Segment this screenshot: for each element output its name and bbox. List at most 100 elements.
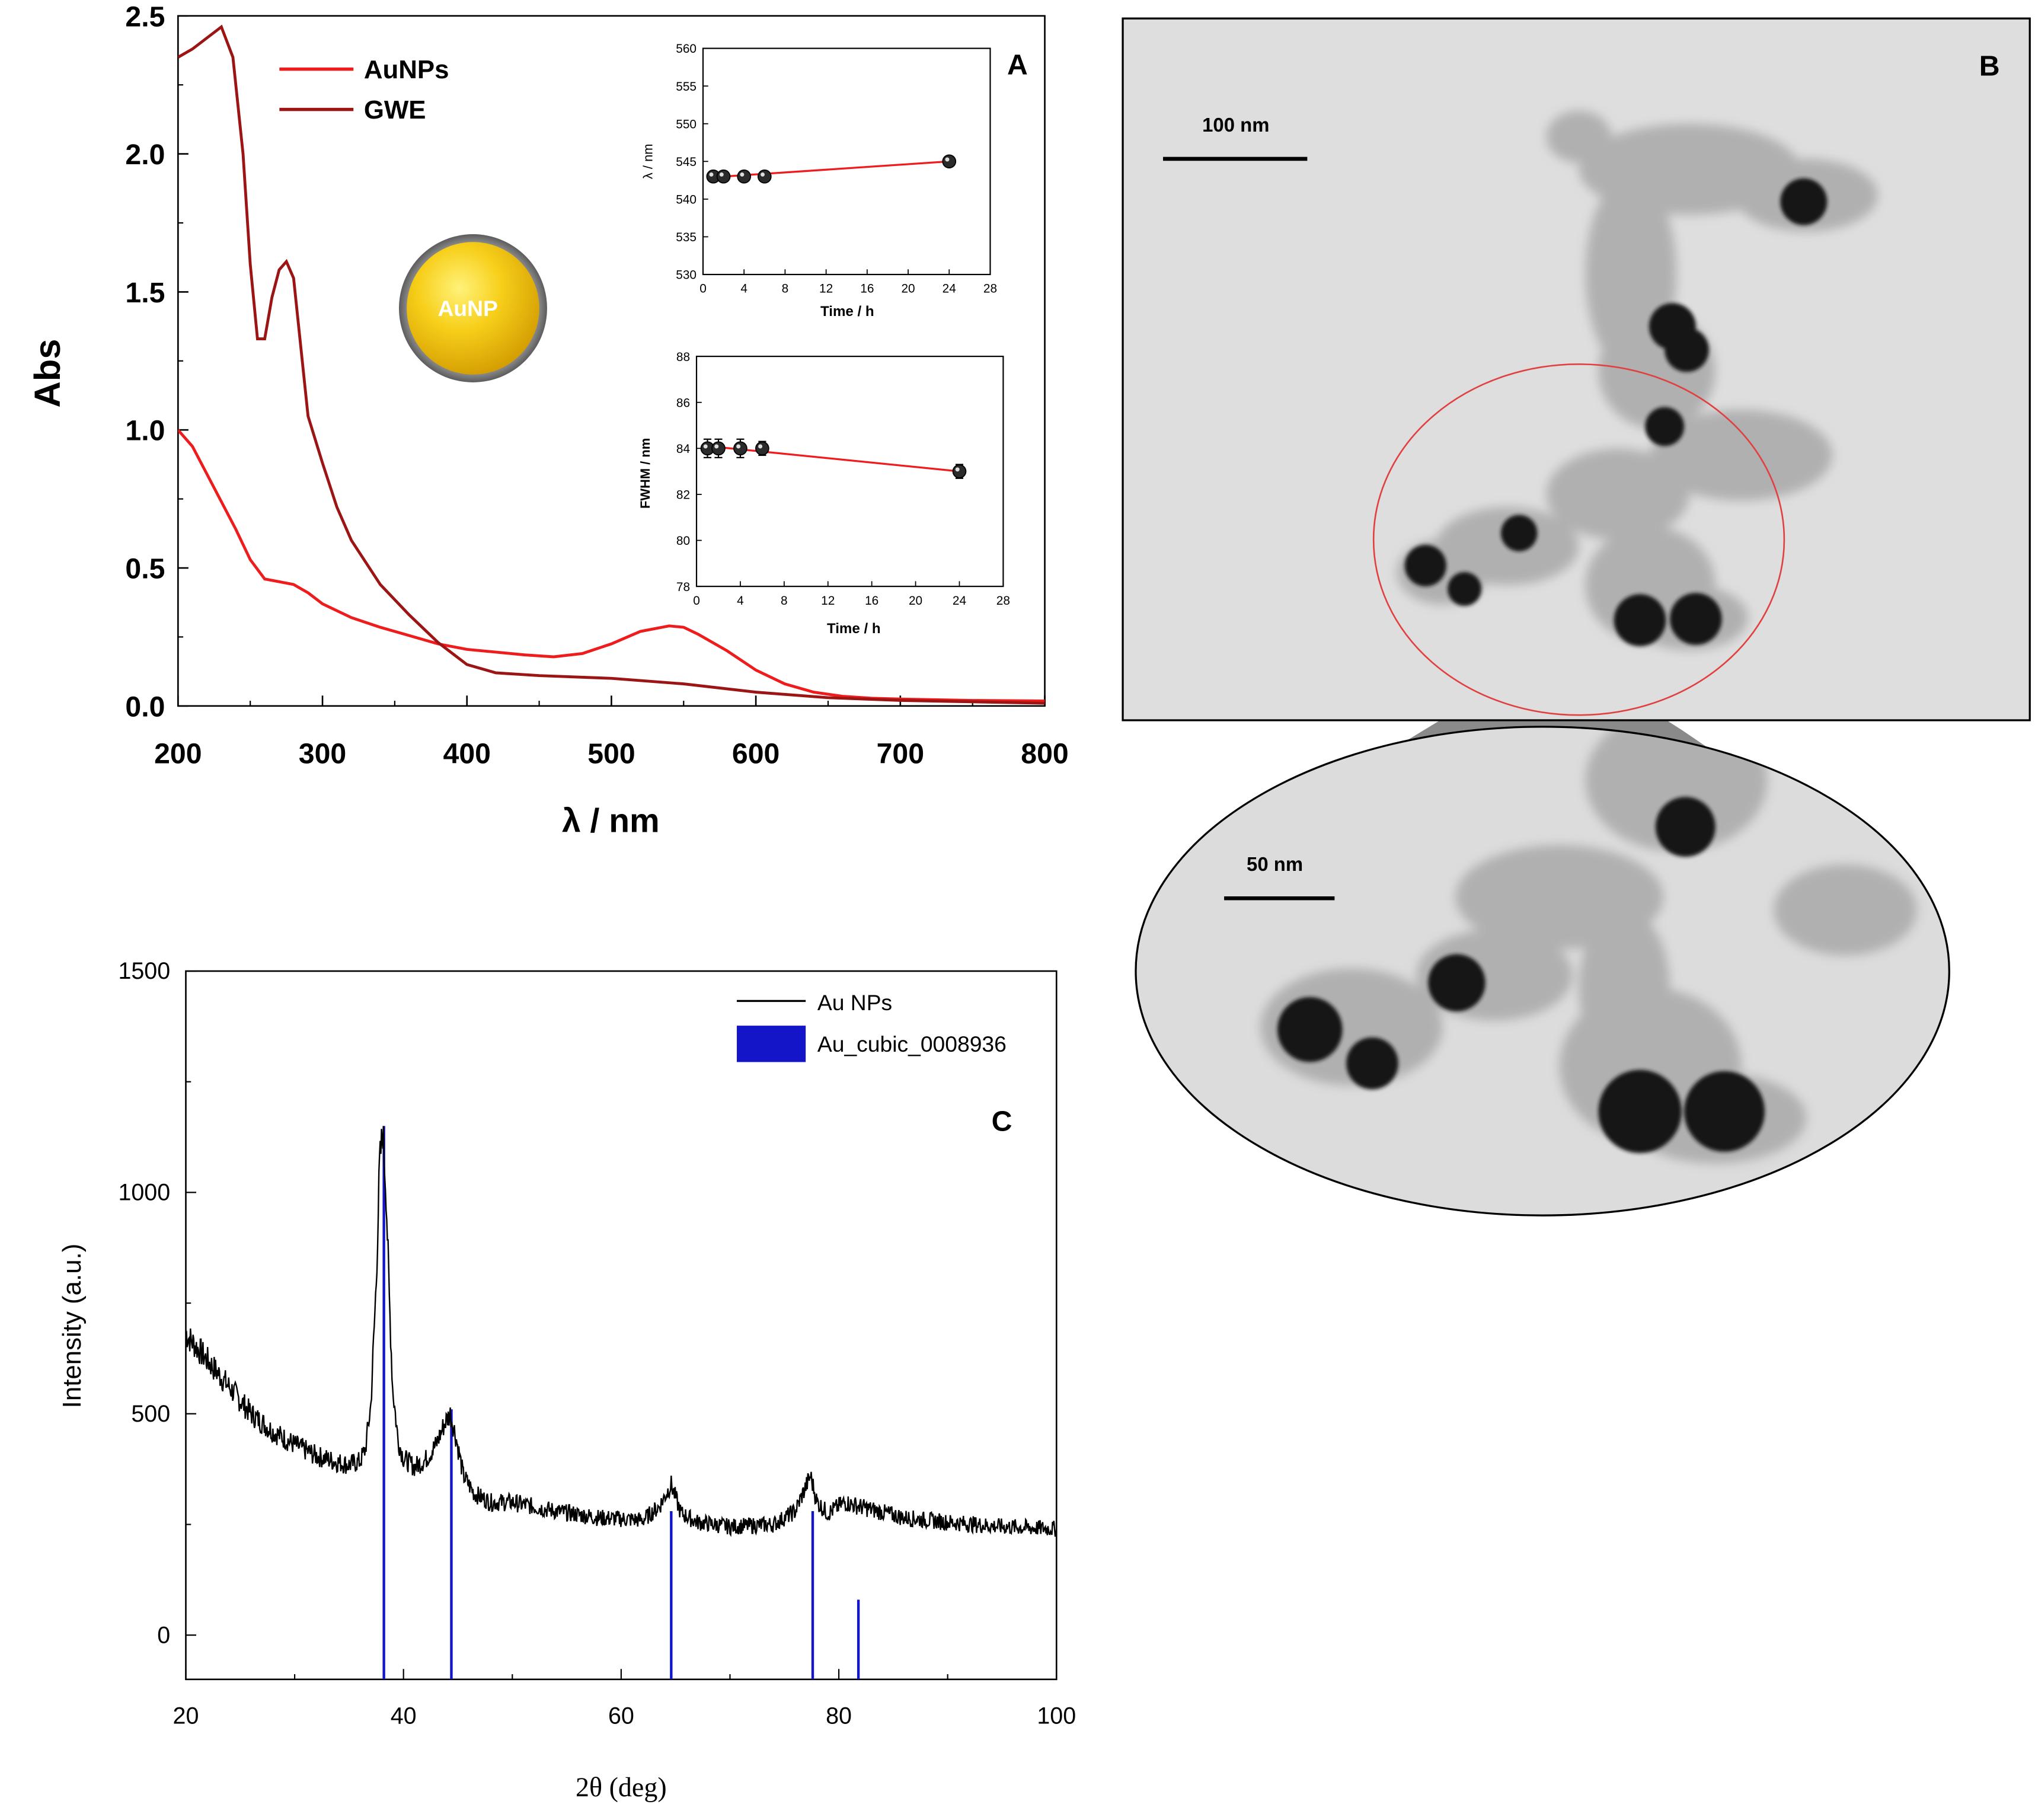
inset-fwhm-x-tick-label: 8 bbox=[781, 594, 788, 608]
series-aunps-line bbox=[178, 429, 1045, 703]
inset-fwhm-data-point bbox=[711, 441, 726, 456]
inset-fwhm-y-tick-label: 80 bbox=[676, 534, 690, 548]
inset-lambda-data-point-highlight bbox=[719, 172, 724, 177]
inset-lambda-y-tick-label: 560 bbox=[676, 42, 697, 56]
inset-lambda-x-tick-label: 16 bbox=[860, 282, 874, 296]
inset-lambda-data-point bbox=[757, 169, 772, 184]
inset-lambda-x-tick-label: 4 bbox=[740, 282, 747, 296]
panel-c-label: C bbox=[992, 1106, 1012, 1138]
panel-a-x-tick-label: 500 bbox=[587, 737, 635, 769]
inset-fwhm-y-tick-label: 88 bbox=[676, 350, 690, 364]
panel-a-x-tick-label: 300 bbox=[299, 737, 346, 769]
inset-fwhm-x-label: Time / h bbox=[827, 621, 881, 637]
inset-lambda-data-point bbox=[737, 169, 752, 184]
legend-au-cubic-label: Au_cubic_0008936 bbox=[817, 1032, 1007, 1056]
panel-c-plot-frame bbox=[185, 970, 1058, 1681]
panel-c-y-tick-label: 1500 bbox=[118, 958, 170, 984]
inset-lambda-x-tick-label: 28 bbox=[983, 282, 997, 296]
inset-lambda-y-tick-label: 535 bbox=[676, 231, 697, 244]
series-au-nps-xrd-line bbox=[186, 1126, 1057, 1537]
inset-lambda-data-point-highlight bbox=[945, 157, 950, 162]
inset-lambda-x-tick-label: 24 bbox=[943, 282, 956, 296]
panel-a-y-tick-label: 0.5 bbox=[125, 553, 165, 585]
inset-fwhm-y-tick-label: 84 bbox=[676, 442, 690, 456]
inset-fwhm-data-point bbox=[755, 441, 769, 456]
panel-c-y-axis-label: Intensity (a.u.) bbox=[57, 1244, 87, 1409]
panel-a-x-tick-label: 400 bbox=[443, 737, 491, 769]
gold-nanoparticle-icon: AuNP bbox=[399, 234, 547, 382]
panel-c-legend: Au NPs Au_cubic_0008936 bbox=[736, 990, 1007, 1062]
panel-a-uv-vis-chart: 200 300 400 500 600 700 8000.00.51.01.52.02.5 … bbox=[27, 1, 1069, 839]
inset-fwhm-data-point-highlight bbox=[955, 467, 960, 472]
series-gwe-line bbox=[178, 24, 1045, 705]
inset-lambda-chart: 0 4 8 12 16 20 24 28 530 535 540 545 550 555 560 Time … bbox=[640, 42, 997, 320]
inset-fwhm-data-point-highlight bbox=[714, 444, 719, 449]
panel-c-x-tick-label: 20 bbox=[173, 1703, 199, 1729]
panel-a-x-tick-label: 700 bbox=[877, 737, 924, 769]
legend-gwe-label: GWE bbox=[364, 95, 426, 124]
panel-a-y-axis-label: Abs bbox=[27, 339, 68, 408]
inset-fwhm-data-point bbox=[952, 464, 967, 478]
panel-a-y-tick-label: 1.0 bbox=[125, 415, 165, 447]
panel-a-x-tick-label: 800 bbox=[1021, 737, 1068, 769]
inset-fwhm-x-tick-label: 4 bbox=[737, 594, 744, 608]
inset-fwhm-data-point bbox=[733, 441, 747, 456]
panel-c-ticks bbox=[185, 970, 1058, 1679]
inset-lambda-tick-labels: 0 4 8 12 16 20 24 28 530 535 540 545 550 555 560 bbox=[676, 42, 997, 295]
legend-au-nps-label: Au NPs bbox=[817, 990, 892, 1015]
selection-circle bbox=[1372, 363, 1785, 716]
panel-a-y-tick-label: 2.0 bbox=[125, 139, 165, 171]
inset-fwhm-tick-labels: 0 4 8 12 16 20 24 28 78 80 82 84 86 88 bbox=[676, 350, 1010, 608]
inset-lambda-y-tick-label: 545 bbox=[676, 155, 697, 169]
panel-a-x-tick-label: 200 bbox=[154, 737, 202, 769]
panel-b-tem-image: 100 nm B bbox=[1122, 17, 2031, 1216]
inset-fwhm-x-tick-label: 28 bbox=[996, 594, 1010, 608]
inset-lambda-ticks bbox=[702, 47, 991, 275]
panel-a-label: A bbox=[1007, 49, 1028, 81]
inset-fwhm-data-point-highlight bbox=[703, 444, 708, 449]
panel-a-x-tick-label: 600 bbox=[732, 737, 780, 769]
inset-lambda-x-tick-label: 20 bbox=[901, 282, 915, 296]
panel-c-x-axis-label: 2θ (deg) bbox=[576, 1772, 667, 1802]
inset-fwhm-x-tick-label: 12 bbox=[821, 594, 835, 608]
inset-fwhm-y-tick-label: 82 bbox=[676, 488, 690, 502]
inset-fwhm-x-tick-label: 20 bbox=[909, 594, 922, 608]
inset-fwhm-fit-line bbox=[707, 445, 960, 472]
tem-main-content bbox=[1372, 110, 1878, 716]
inset-lambda-data-point-highlight bbox=[761, 172, 765, 177]
legend-aunps-label: AuNPs bbox=[364, 55, 449, 84]
inset-lambda-y-tick-label: 555 bbox=[676, 80, 697, 94]
panel-a-x-axis-label: λ / nm bbox=[562, 802, 660, 839]
inset-lambda-y-label: λ / nm bbox=[640, 143, 655, 179]
panel-c-y-tick-label: 1000 bbox=[118, 1180, 170, 1206]
inset-lambda-data-point-highlight bbox=[709, 172, 714, 177]
panel-b-label: B bbox=[1979, 50, 2000, 82]
inset-lambda-x-tick-label: 12 bbox=[819, 282, 833, 296]
panel-a-legend: AuNPs GWE bbox=[279, 55, 449, 124]
series-reference-sticks bbox=[382, 1126, 860, 1679]
inset-lambda-fit-line bbox=[713, 160, 950, 178]
inset-fwhm-points bbox=[700, 438, 967, 479]
inset-lambda-data-point bbox=[942, 154, 957, 169]
inset-fwhm-x-tick-label: 16 bbox=[865, 594, 878, 608]
panel-c-x-tick-label: 100 bbox=[1037, 1703, 1076, 1729]
inset-lambda-data-point-highlight bbox=[740, 172, 745, 177]
inset-lambda-points bbox=[706, 154, 957, 184]
inset-fwhm-chart: 0 4 8 12 16 20 24 28 78 80 82 84 86 88 Time / h FWHM … bbox=[638, 350, 1010, 637]
inset-fwhm-ticks bbox=[696, 356, 1004, 587]
inset-fwhm-y-label: FWHM / nm bbox=[638, 438, 653, 509]
panel-c-y-tick-label: 500 bbox=[131, 1401, 170, 1427]
inset-lambda-y-tick-label: 530 bbox=[676, 269, 697, 282]
scale-bar-zoom-label: 50 nm bbox=[1247, 853, 1303, 875]
panel-c-x-tick-label: 40 bbox=[391, 1703, 417, 1729]
inset-fwhm-x-tick-label: 24 bbox=[953, 594, 966, 608]
inset-lambda-x-label: Time / h bbox=[820, 304, 874, 320]
inset-fwhm-y-tick-label: 78 bbox=[676, 580, 690, 594]
zoom-ellipse-border bbox=[1135, 726, 1950, 1216]
inset-fwhm-y-tick-label: 86 bbox=[676, 396, 690, 410]
inset-lambda-x-tick-label: 0 bbox=[699, 282, 707, 296]
gold-nanoparticle-label: AuNP bbox=[437, 296, 497, 321]
